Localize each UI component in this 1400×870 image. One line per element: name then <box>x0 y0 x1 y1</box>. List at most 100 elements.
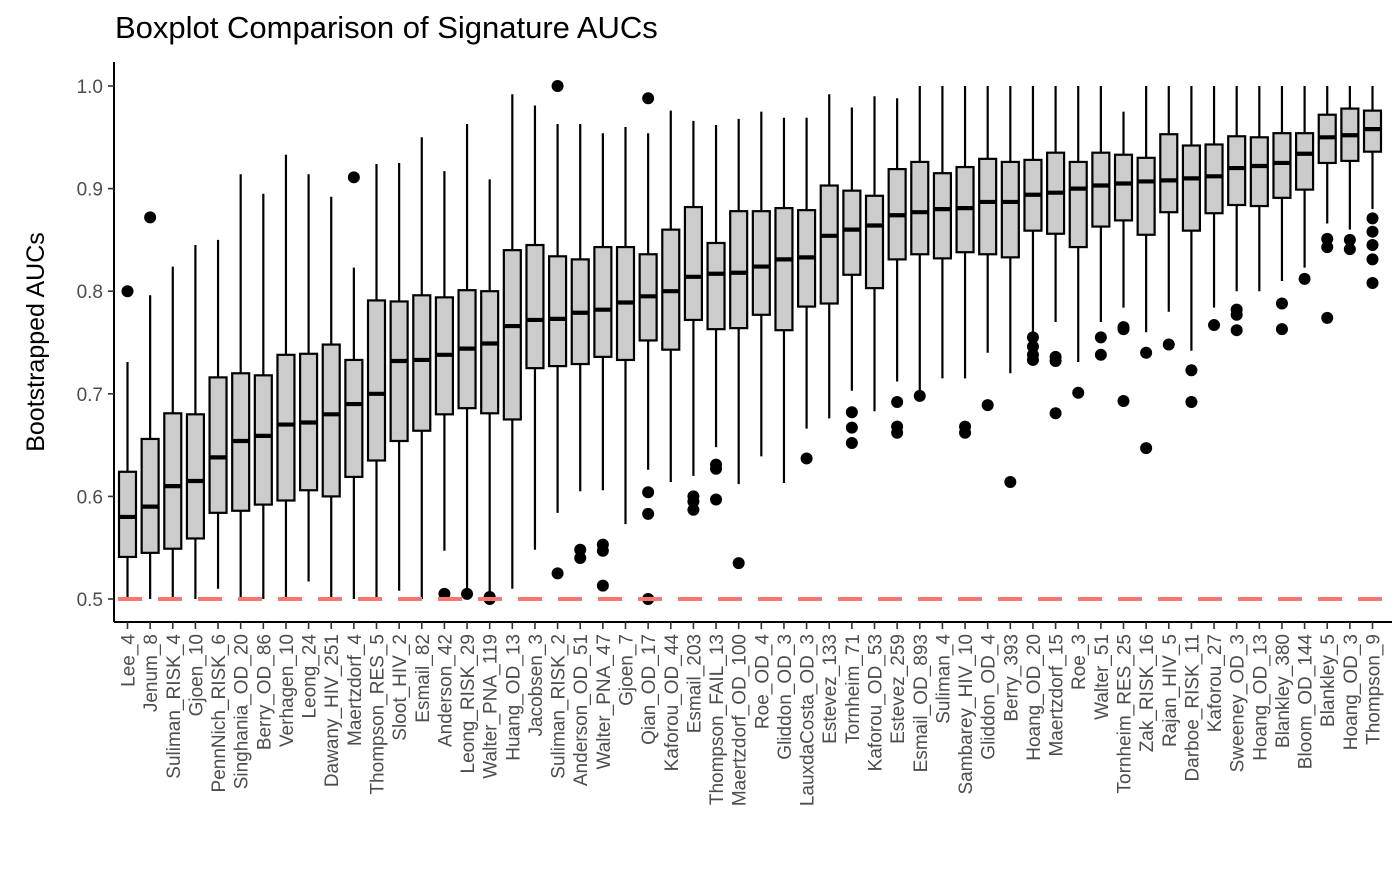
outlier-point <box>1094 331 1107 344</box>
x-tick-label: Walter_51 <box>1092 634 1113 720</box>
iqr-box <box>1136 156 1156 236</box>
iqr-box <box>412 294 432 432</box>
iqr-box <box>1068 160 1088 249</box>
x-tick-label: Verhagen_10 <box>277 634 298 747</box>
outlier-point <box>687 495 700 508</box>
outlier-point <box>574 543 587 556</box>
iqr-box <box>117 470 138 559</box>
x-tick-label: Maertzdorf_OD_100 <box>730 634 751 806</box>
iqr-box <box>1204 143 1224 215</box>
outlier-point <box>1049 407 1062 420</box>
x-tick-label: Dawany_HIV_251 <box>322 634 343 787</box>
outlier-point <box>1275 297 1288 310</box>
iqr-box <box>276 353 296 502</box>
iqr-box <box>185 413 205 540</box>
outlier-point <box>1004 476 1017 489</box>
iqr-box <box>163 412 183 550</box>
iqr-box <box>366 299 387 462</box>
outlier-point <box>845 437 858 450</box>
outlier-point <box>1275 323 1288 336</box>
outlier-point <box>1026 353 1039 366</box>
x-tick-label: Hoang_OD_13 <box>1250 634 1271 761</box>
outlier-point <box>1366 276 1379 289</box>
x-tick-label: Anderson_OD_51 <box>571 634 592 786</box>
outlier-point <box>1185 396 1198 409</box>
x-tick-label: Roe_OD_4 <box>752 634 773 729</box>
iqr-box <box>932 172 952 260</box>
outlier-point <box>710 493 723 506</box>
y-tick-label: 1.0 <box>77 77 103 98</box>
x-tick-label: Jenum_8 <box>141 634 162 712</box>
x-tick-label: Leong_RISK_29 <box>458 634 479 773</box>
x-tick-label: Qian_OD_17 <box>639 634 660 745</box>
x-tick-label: LauxdaCosta_OD_3 <box>798 634 819 806</box>
outlier-point <box>1321 241 1334 254</box>
outlier-point <box>1343 233 1356 246</box>
outlier-point <box>1117 394 1130 407</box>
x-tick-label: Kaforou_OD_44 <box>662 634 683 772</box>
x-tick-label: Hoang_OD_3 <box>1341 634 1362 750</box>
x-tick-label: PennNich_RISK_6 <box>209 634 230 792</box>
outlier-point <box>1140 442 1153 455</box>
x-tick-label: Berry_393 <box>1001 634 1022 722</box>
outlier-point <box>483 590 496 603</box>
x-tick-label: Jacobsen_3 <box>526 634 547 736</box>
outlier-point <box>551 80 564 92</box>
x-tick-label: Roe_3 <box>1069 634 1090 690</box>
x-tick-label: Singhania_OD_20 <box>232 634 253 789</box>
outlier-point <box>1117 323 1130 336</box>
x-tick-label: Hoang_OD_20 <box>1024 634 1045 761</box>
x-tick-label: Sambarey_HIV_10 <box>956 634 977 795</box>
x-tick-label: Darboe_RISK_11 <box>1182 634 1203 782</box>
outlier-point <box>642 92 655 105</box>
outlier-point <box>596 544 609 557</box>
outlier-point <box>551 567 564 580</box>
x-tick-label: Bloom_OD_144 <box>1296 634 1317 770</box>
outlier-point <box>981 399 994 412</box>
x-tick-label: Thompson_9 <box>1364 634 1385 745</box>
iqr-box <box>480 290 500 415</box>
x-tick-label: Estevez_259 <box>888 634 909 744</box>
outlier-point <box>1343 243 1356 256</box>
outlier-point <box>596 579 609 592</box>
iqr-box <box>389 300 409 443</box>
y-tick-label: 0.5 <box>77 590 103 611</box>
iqr-box <box>774 206 794 332</box>
x-tick-label: Thompson_FAIL_13 <box>707 634 728 805</box>
outlier-point <box>1072 386 1085 399</box>
x-tick-label: Gjoen_7 <box>617 634 638 706</box>
x-tick-label: Esmail_OD_893 <box>911 634 932 772</box>
x-tick-label: Blankley_5 <box>1318 634 1339 727</box>
outlier-point <box>1366 212 1379 225</box>
x-tick-label: Tornheim_71 <box>843 634 864 744</box>
iqr-box <box>1159 133 1179 214</box>
outlier-point <box>347 171 360 184</box>
x-tick-label: Berry_OD_86 <box>254 634 275 750</box>
outlier-point <box>1026 331 1039 344</box>
x-tick-label: Zak_RISK_16 <box>1137 634 1158 752</box>
outlier-point <box>1298 272 1311 285</box>
iqr-box <box>1091 151 1111 228</box>
iqr-box <box>751 210 771 316</box>
iqr-box <box>140 437 160 554</box>
y-axis-label: Bootstrapped AUCs <box>22 232 50 452</box>
outlier-point <box>1321 232 1334 245</box>
iqr-box <box>525 243 545 370</box>
iqr-box <box>344 358 364 479</box>
outlier-point <box>121 285 134 298</box>
outlier-point <box>144 211 157 224</box>
y-tick-label: 0.8 <box>77 282 103 303</box>
outlier-point <box>438 587 451 600</box>
outlier-point <box>913 389 926 402</box>
x-tick-label: Thompson_RES_5 <box>368 634 389 795</box>
x-tick-label: Kaforou_OD_53 <box>866 634 887 771</box>
x-tick-label: Maertzdorf_4 <box>345 634 366 746</box>
chart-title: Boxplot Comparison of Signature AUCs <box>115 10 658 45</box>
outlier-point <box>1049 354 1062 367</box>
x-tick-label: Walter_PNA_119 <box>481 634 502 779</box>
outlier-point <box>710 462 723 475</box>
x-tick-label: Esmail_203 <box>684 634 705 733</box>
outlier-point <box>642 486 655 499</box>
